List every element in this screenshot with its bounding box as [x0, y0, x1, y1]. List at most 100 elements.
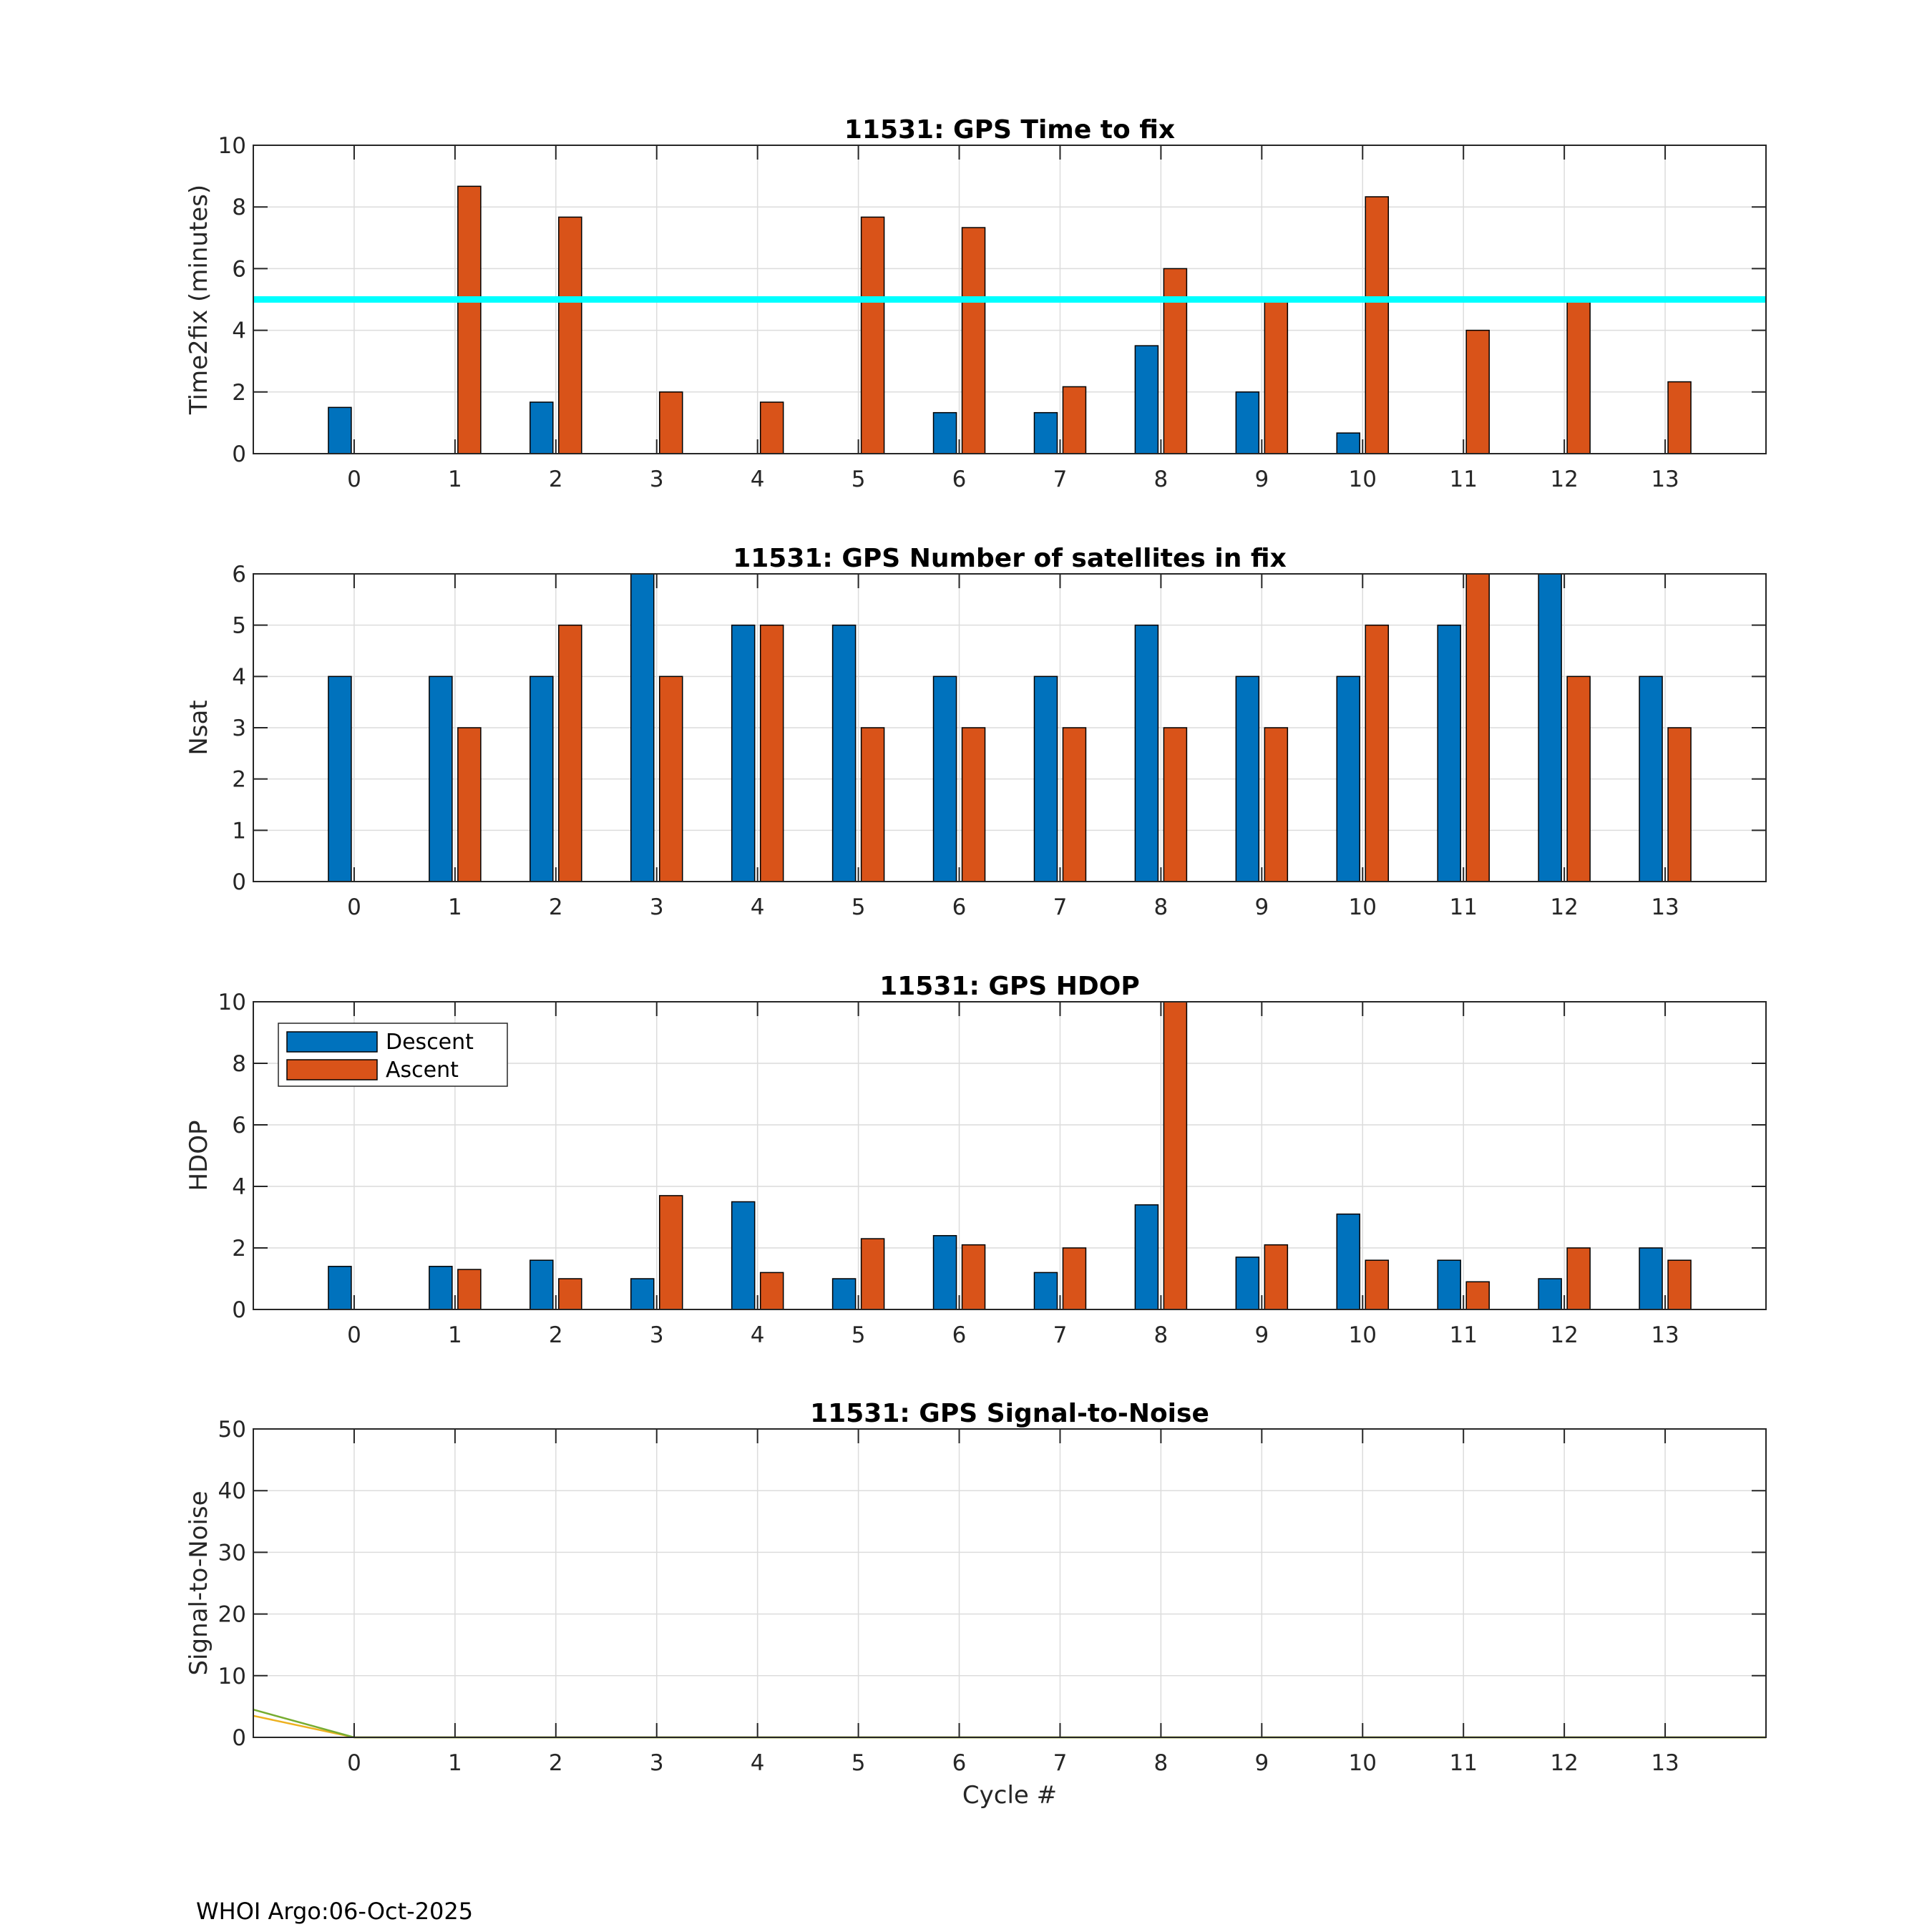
- x-tick-label: 6: [952, 1750, 967, 1776]
- x-tick-label: 13: [1651, 1322, 1679, 1348]
- ascent-bar-11: [1465, 573, 1490, 882]
- descent-bar-6: [932, 1235, 957, 1310]
- ascent-bar-4: [759, 624, 784, 882]
- descent-bar-3: [630, 573, 655, 882]
- x-tick-label: 2: [549, 1322, 563, 1348]
- ascent-bar-5: [860, 727, 885, 882]
- descent-bar-4: [731, 1201, 756, 1310]
- ascent-bar-7: [1062, 386, 1087, 454]
- legend: Descent Ascent: [278, 1023, 508, 1087]
- y-tick-label: 10: [218, 990, 246, 1015]
- x-tick-label: 3: [650, 1750, 664, 1776]
- footer-text: WHOI Argo:06-Oct-2025: [196, 1898, 474, 1925]
- descent-bar-12: [1538, 1278, 1562, 1310]
- chart-title: 11531: GPS Time to fix: [844, 115, 1175, 145]
- descent-bar-10: [1336, 432, 1361, 454]
- ascent-bar-10: [1365, 1259, 1390, 1310]
- x-tick-label: 0: [347, 1322, 361, 1348]
- descent-bar-2: [530, 1259, 554, 1310]
- x-tick-label: 0: [347, 1750, 361, 1776]
- legend-label-descent: Descent: [386, 1030, 474, 1055]
- descent-bar-7: [1033, 675, 1058, 882]
- descent-bar-10: [1336, 675, 1361, 882]
- y-tick-label: 0: [232, 1725, 246, 1751]
- x-tick-label: 10: [1349, 1322, 1377, 1348]
- descent-bar-2: [530, 675, 554, 882]
- y-tick-label: 20: [218, 1602, 246, 1628]
- x-tick-label: 2: [549, 467, 563, 492]
- legend-label-ascent: Ascent: [386, 1058, 459, 1083]
- chart-title: 11531: GPS Number of satellites in fix: [733, 544, 1287, 573]
- snr-line-2: [253, 1709, 1766, 1739]
- snr-line-1: [253, 1714, 1766, 1739]
- ascent-bar-8: [1163, 727, 1188, 882]
- x-tick-label: 13: [1651, 1750, 1679, 1776]
- x-tick-label: 7: [1053, 1322, 1068, 1348]
- x-tick-label: 9: [1254, 1750, 1269, 1776]
- x-tick-label: 12: [1550, 1750, 1578, 1776]
- x-tick-label: 0: [347, 467, 361, 492]
- ascent-bar-1: [457, 727, 482, 882]
- descent-bar-7: [1033, 1272, 1058, 1310]
- ascent-bar-6: [961, 227, 986, 454]
- ascent-bar-12: [1566, 298, 1591, 454]
- x-tick-label: 5: [852, 1322, 866, 1348]
- x-tick-label: 1: [448, 1322, 462, 1348]
- y-tick-label: 8: [232, 195, 246, 220]
- descent-bar-11: [1437, 1259, 1461, 1310]
- ascent-bar-4: [759, 401, 784, 454]
- descent-bar-8: [1134, 1204, 1159, 1310]
- ascent-bar-9: [1264, 727, 1289, 882]
- ascent-bar-2: [558, 1278, 582, 1310]
- x-tick-label: 11: [1449, 894, 1477, 920]
- ascent-bar-3: [658, 391, 683, 454]
- axes-frame: [253, 145, 1767, 454]
- y-tick-label: 1: [232, 818, 246, 844]
- ascent-bar-1: [457, 185, 482, 454]
- x-tick-label: 6: [952, 467, 967, 492]
- x-tick-label: 11: [1449, 1750, 1477, 1776]
- x-tick-label: 5: [852, 894, 866, 920]
- y-axis-label: Nsat: [185, 700, 213, 755]
- ascent-bar-13: [1667, 1259, 1692, 1310]
- ascent-bar-5: [860, 216, 885, 454]
- x-tick-label: 7: [1053, 467, 1068, 492]
- x-tick-label: 9: [1254, 894, 1269, 920]
- y-tick-label: 50: [218, 1417, 246, 1443]
- x-tick-label: 12: [1550, 1322, 1578, 1348]
- x-tick-label: 9: [1254, 1322, 1269, 1348]
- x-tick-label: 1: [448, 1750, 462, 1776]
- ascent-bar-2: [558, 624, 582, 882]
- descent-bar-12: [1538, 573, 1562, 882]
- y-axis-label: Time2fix (minutes): [185, 185, 213, 415]
- x-tick-label: 1: [448, 894, 462, 920]
- x-tick-label: 3: [650, 894, 664, 920]
- x-tick-label: 4: [751, 1750, 765, 1776]
- descent-bar-1: [429, 675, 453, 882]
- y-tick-label: 0: [232, 441, 246, 467]
- axes-frame: [253, 1001, 1767, 1310]
- ascent-bar-9: [1264, 1244, 1289, 1310]
- y-tick-label: 40: [218, 1478, 246, 1504]
- ascent-bar-8: [1163, 1001, 1188, 1310]
- descent-bar-10: [1336, 1213, 1361, 1310]
- descent-bar-0: [328, 1266, 352, 1310]
- x-tick-label: 7: [1053, 1750, 1068, 1776]
- y-axis-label: HDOP: [185, 1120, 213, 1191]
- x-tick-label: 4: [751, 467, 765, 492]
- descent-bar-9: [1235, 391, 1260, 454]
- descent-bar-8: [1134, 624, 1159, 882]
- x-tick-label: 8: [1154, 1750, 1169, 1776]
- ascent-bar-12: [1566, 1247, 1591, 1310]
- x-tick-label: 6: [952, 894, 967, 920]
- x-tick-label: 10: [1349, 894, 1377, 920]
- y-tick-label: 3: [232, 716, 246, 741]
- y-tick-label: 4: [232, 664, 246, 690]
- x-tick-label: 3: [650, 467, 664, 492]
- x-tick-label: 9: [1254, 467, 1269, 492]
- x-tick-label: 7: [1053, 894, 1068, 920]
- x-tick-label: 2: [549, 1750, 563, 1776]
- ascent-bar-11: [1465, 1281, 1490, 1310]
